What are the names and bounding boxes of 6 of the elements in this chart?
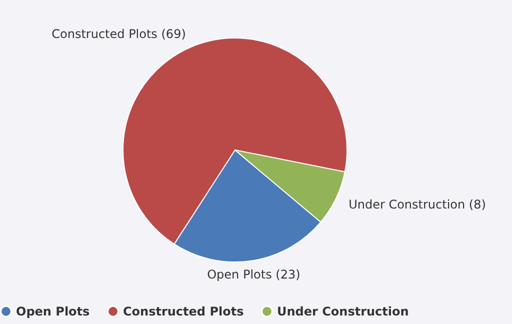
legend-label: Open Plots (16, 304, 90, 318)
category-label: Constructed Plots (69) (52, 26, 186, 41)
category-label: Under Construction (8) (348, 198, 486, 212)
legend-label: Constructed Plots (123, 304, 244, 318)
legend-label: Under Construction (277, 304, 409, 318)
category-label: Open Plots (23) (207, 268, 300, 282)
